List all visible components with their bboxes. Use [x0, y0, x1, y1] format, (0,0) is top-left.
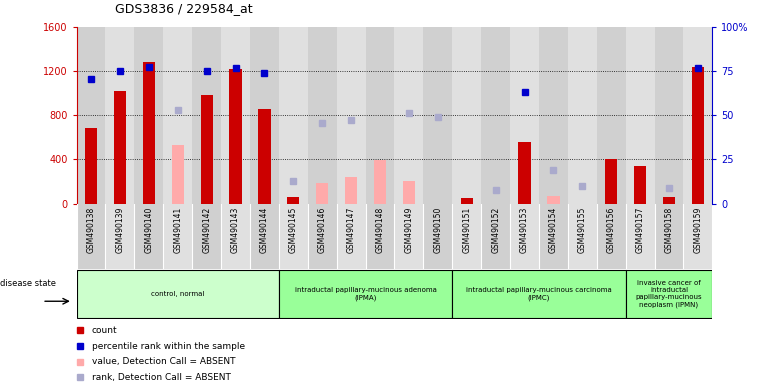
Text: GSM490144: GSM490144 — [260, 207, 269, 253]
Bar — [114, 91, 126, 204]
Bar — [403, 182, 415, 204]
Bar — [221, 27, 250, 204]
Bar — [85, 128, 97, 204]
Text: intraductal papillary-mucinous carcinoma
(IPMC): intraductal papillary-mucinous carcinoma… — [466, 287, 612, 301]
Bar — [519, 142, 531, 204]
Text: GSM490151: GSM490151 — [462, 207, 471, 253]
Text: GSM490150: GSM490150 — [434, 207, 442, 253]
Text: GSM490142: GSM490142 — [202, 207, 211, 253]
Bar — [106, 204, 134, 269]
Text: disease state: disease state — [0, 279, 56, 288]
Text: percentile rank within the sample: percentile rank within the sample — [92, 342, 245, 351]
Bar — [424, 204, 452, 269]
Bar — [394, 27, 424, 204]
Text: GDS3836 / 229584_at: GDS3836 / 229584_at — [115, 2, 253, 15]
Bar — [365, 27, 394, 204]
Bar — [365, 204, 394, 269]
Bar — [452, 270, 626, 318]
Bar — [655, 27, 683, 204]
Bar — [568, 27, 597, 204]
Bar — [605, 159, 617, 204]
Bar — [337, 27, 365, 204]
Text: intraductal papillary-mucinous adenoma
(IPMA): intraductal papillary-mucinous adenoma (… — [295, 287, 437, 301]
Bar — [663, 197, 675, 204]
Text: GSM490146: GSM490146 — [318, 207, 327, 253]
Bar — [163, 27, 192, 204]
Bar — [548, 196, 559, 204]
Bar — [308, 204, 337, 269]
Bar — [172, 145, 184, 204]
Bar — [279, 204, 308, 269]
Text: GSM490159: GSM490159 — [693, 207, 702, 253]
Text: GSM490157: GSM490157 — [636, 207, 645, 253]
Bar — [481, 204, 510, 269]
Bar — [568, 204, 597, 269]
Text: GSM490156: GSM490156 — [607, 207, 616, 253]
Bar — [77, 27, 106, 204]
Bar — [192, 204, 221, 269]
Text: GSM490138: GSM490138 — [87, 207, 96, 253]
Bar — [626, 270, 712, 318]
Text: GSM490139: GSM490139 — [116, 207, 124, 253]
Bar — [539, 27, 568, 204]
Bar — [394, 204, 424, 269]
Bar — [597, 204, 626, 269]
Text: rank, Detection Call = ABSENT: rank, Detection Call = ABSENT — [92, 373, 231, 382]
Bar — [510, 204, 539, 269]
Text: count: count — [92, 326, 117, 335]
Bar — [655, 204, 683, 269]
Bar — [683, 204, 712, 269]
Text: value, Detection Call = ABSENT: value, Detection Call = ABSENT — [92, 357, 235, 366]
Text: GSM490141: GSM490141 — [173, 207, 182, 253]
Bar — [692, 67, 704, 204]
Text: control, normal: control, normal — [151, 291, 205, 297]
Bar — [163, 204, 192, 269]
Text: GSM490147: GSM490147 — [347, 207, 355, 253]
Bar — [337, 204, 365, 269]
Text: GSM490140: GSM490140 — [144, 207, 153, 253]
Text: GSM490149: GSM490149 — [404, 207, 414, 253]
Bar — [134, 27, 163, 204]
Bar — [481, 27, 510, 204]
Bar — [539, 204, 568, 269]
Text: GSM490148: GSM490148 — [375, 207, 385, 253]
Bar — [460, 198, 473, 204]
Bar — [374, 161, 386, 204]
Bar — [77, 270, 279, 318]
Text: GSM490152: GSM490152 — [491, 207, 500, 253]
Bar — [452, 27, 481, 204]
Bar — [597, 27, 626, 204]
Bar — [634, 166, 647, 204]
Bar — [250, 27, 279, 204]
Bar — [142, 62, 155, 204]
Bar — [106, 27, 134, 204]
Bar — [345, 177, 357, 204]
Text: GSM490143: GSM490143 — [231, 207, 240, 253]
Bar — [510, 27, 539, 204]
Bar — [77, 204, 106, 269]
Bar — [230, 69, 241, 204]
Bar — [201, 95, 213, 204]
Bar — [683, 27, 712, 204]
Bar — [452, 204, 481, 269]
Bar — [250, 204, 279, 269]
Text: GSM490155: GSM490155 — [578, 207, 587, 253]
Text: invasive cancer of
intraductal
papillary-mucinous
neoplasm (IPMN): invasive cancer of intraductal papillary… — [636, 280, 702, 308]
Bar — [221, 204, 250, 269]
Bar — [424, 27, 452, 204]
Bar — [316, 182, 329, 204]
Bar — [192, 27, 221, 204]
Text: GSM490154: GSM490154 — [549, 207, 558, 253]
Bar — [626, 27, 655, 204]
Bar — [287, 197, 300, 204]
Bar — [626, 204, 655, 269]
Bar — [308, 27, 337, 204]
Bar — [258, 109, 270, 204]
Text: GSM490158: GSM490158 — [665, 207, 673, 253]
Bar — [279, 27, 308, 204]
Bar — [279, 270, 452, 318]
Text: GSM490153: GSM490153 — [520, 207, 529, 253]
Text: GSM490145: GSM490145 — [289, 207, 298, 253]
Bar — [134, 204, 163, 269]
